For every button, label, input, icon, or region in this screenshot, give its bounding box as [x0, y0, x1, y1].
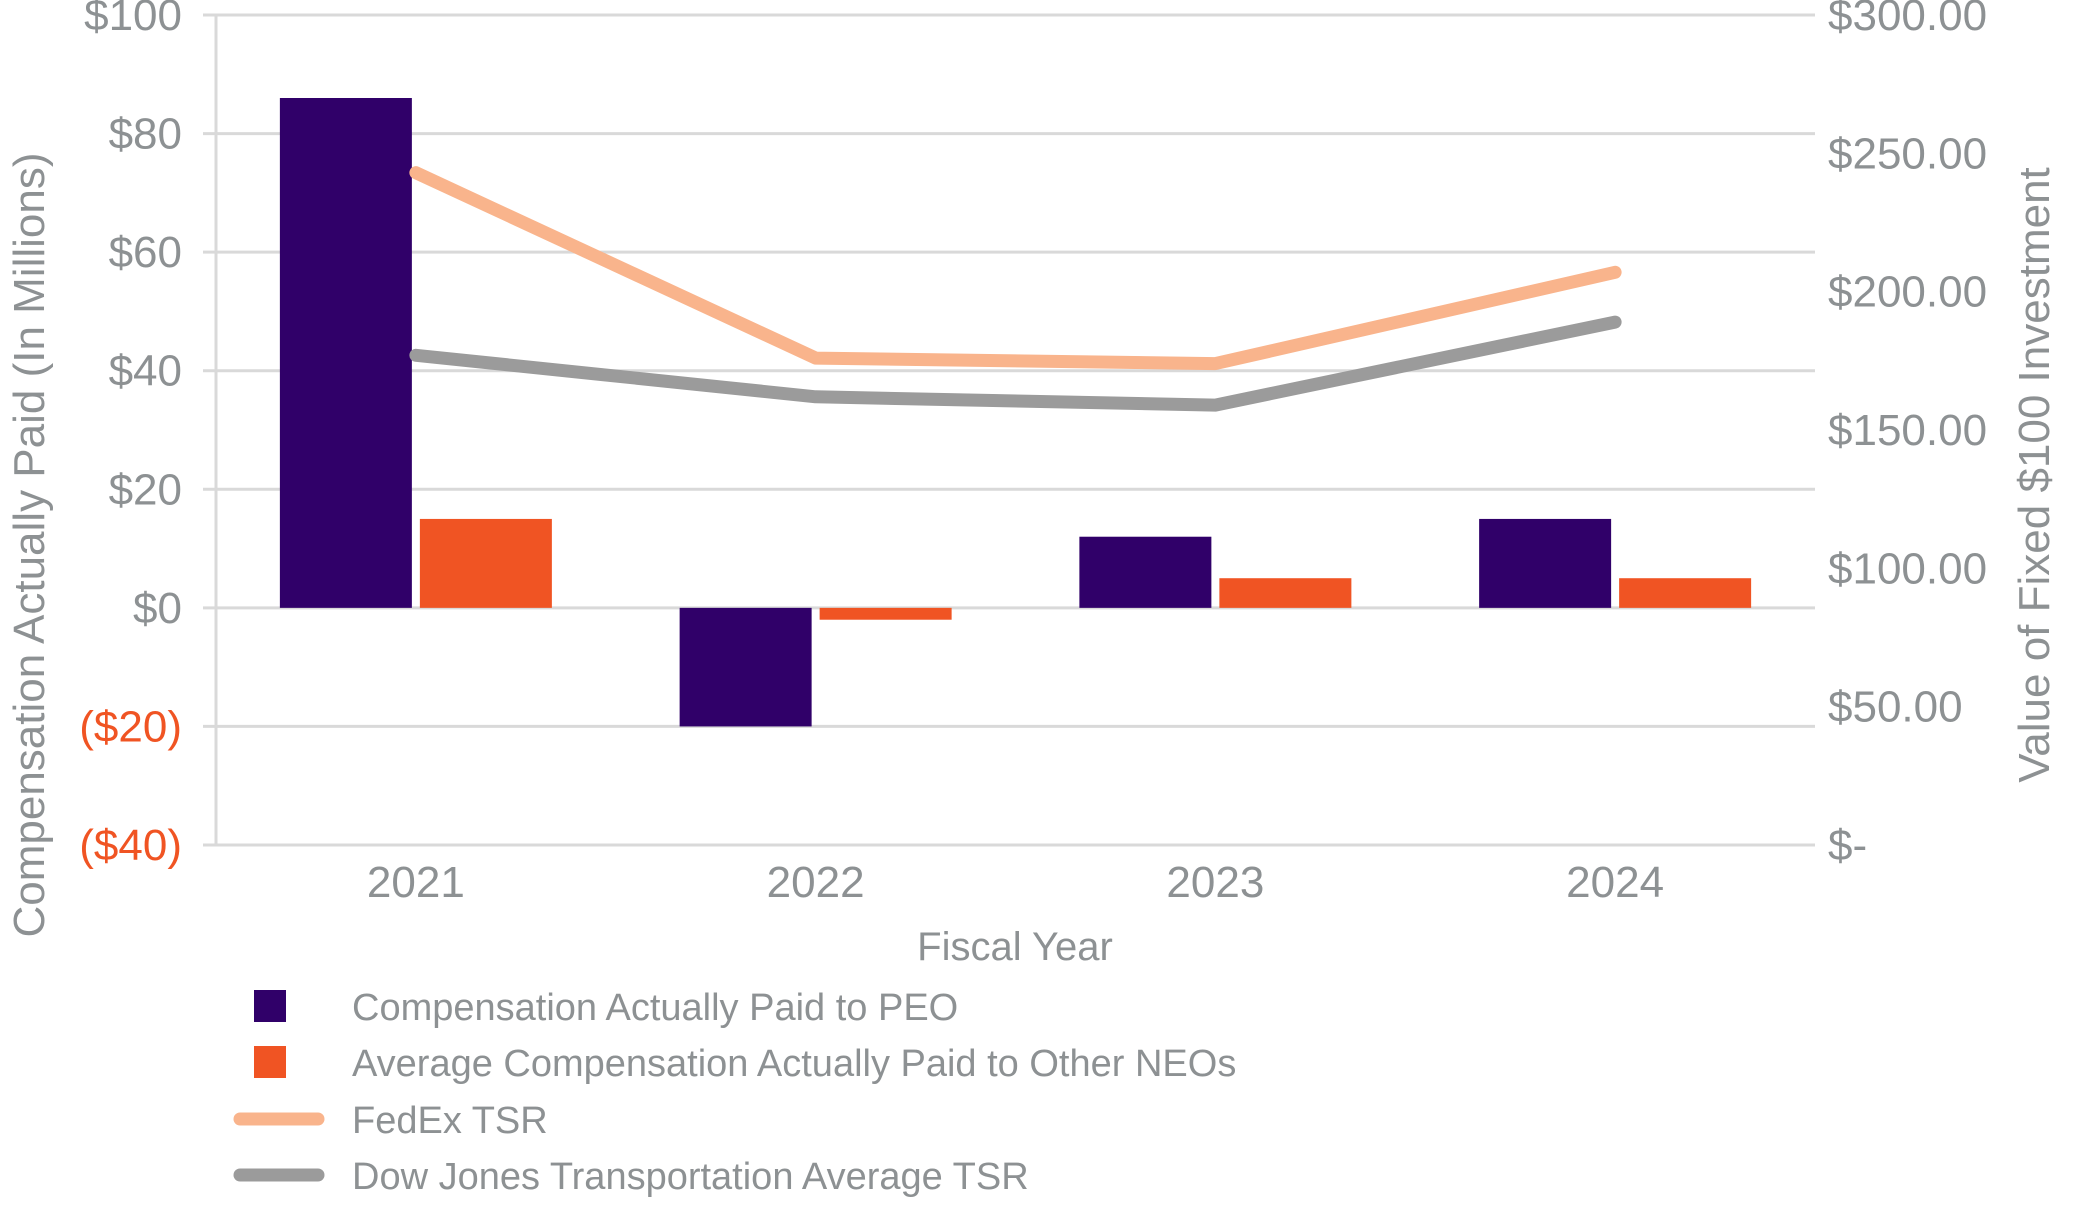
left-axis-tick-labels: $100 $80 $60 $40 $20 $0 ($20) ($40) — [79, 0, 182, 870]
left-axis-tick-label: $60 — [109, 228, 182, 277]
left-axis-tick-label: ($20) — [79, 702, 182, 751]
legend-swatch-1 — [254, 990, 286, 1022]
bar-series-layer — [279, 98, 1752, 727]
left-axis-tick-label: $40 — [109, 347, 182, 396]
right-axis-tick-labels: $300.00 $250.00 $200.00 $150.00 $100.00 $50.0… — [1828, 0, 1987, 870]
left-axis-tick-label: ($40) — [79, 821, 182, 870]
right-axis-tick-label: $- — [1828, 821, 1867, 870]
tsr-line-series — [409, 166, 1622, 371]
right-axis-tick-label: $150.00 — [1828, 406, 1987, 455]
legend-label-1: Compensation Actually Paid to PEO — [352, 987, 958, 1029]
legend-label-3: FedEx TSR — [352, 1100, 548, 1142]
x-axis-label-2023: 2023 — [1166, 858, 1264, 907]
bar-2024-series-2 — [1619, 578, 1752, 608]
x-axis-tick-labels: 2021 2022 2023 2024 — [367, 858, 1664, 907]
bar-2023-series-1 — [1079, 536, 1212, 608]
bar-2021-series-2 — [419, 518, 552, 608]
x-axis-title: Fiscal Year — [917, 925, 1113, 969]
right-axis-title: Value of Fixed $100 Investment — [2010, 167, 2059, 783]
x-axis-label-2022: 2022 — [767, 858, 865, 907]
left-axis-tick-label: $0 — [133, 584, 182, 633]
gridlines — [203, 13, 1815, 847]
chart-legend: Compensation Actually Paid to PEO Average… — [233, 987, 1236, 1198]
left-axis-tick-label: $100 — [84, 0, 182, 40]
x-axis-label-2024: 2024 — [1566, 858, 1664, 907]
right-axis-tick-label: $50.00 — [1828, 683, 1963, 732]
tsr-line-series — [409, 315, 1622, 412]
legend-label-4: Dow Jones Transportation Average TSR — [352, 1156, 1029, 1198]
bar-2022-series-2 — [819, 607, 952, 620]
left-axis-tick-label: $80 — [109, 110, 182, 159]
line-series-layer — [409, 166, 1622, 412]
right-axis-tick-label: $250.00 — [1828, 129, 1987, 178]
legend-label-2: Average Compensation Actually Paid to Ot… — [352, 1043, 1236, 1085]
bar-2022-series-1 — [679, 607, 812, 727]
right-axis-tick-label: $200.00 — [1828, 268, 1987, 317]
right-axis-tick-label: $100.00 — [1828, 544, 1987, 593]
x-axis-label-2021: 2021 — [367, 858, 465, 907]
left-axis-title: Compensation Actually Paid (In Millions) — [5, 152, 54, 937]
right-axis-tick-label: $300.00 — [1828, 0, 1987, 40]
bar-2023-series-2 — [1219, 578, 1352, 608]
legend-swatch-2 — [254, 1046, 286, 1078]
bar-2021-series-1 — [279, 98, 412, 608]
bar-2024-series-1 — [1479, 518, 1612, 608]
left-axis-tick-label: $20 — [109, 465, 182, 514]
